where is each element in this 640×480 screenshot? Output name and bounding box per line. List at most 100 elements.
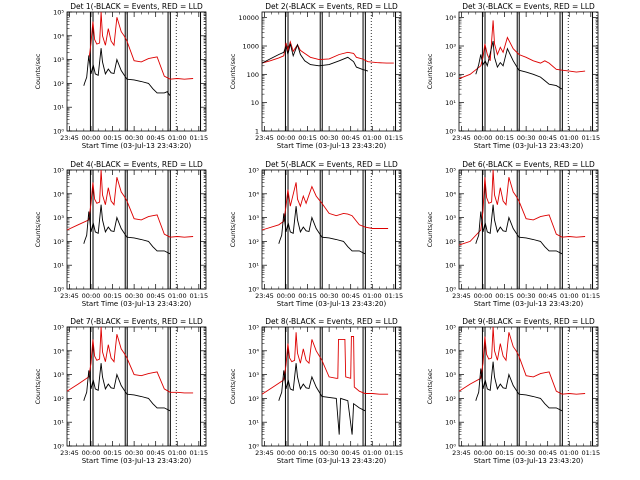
x-tick-label: 00:00 xyxy=(474,292,493,300)
x-tick-label: 23:45 xyxy=(60,134,79,142)
y-axis-label: Counts/sec xyxy=(34,211,42,247)
panel-title: Det 1(-BLACK = Events, RED = LLD xyxy=(70,2,203,11)
y-tick-label: 10⁵ xyxy=(248,324,259,332)
x-tick-label: 01:00 xyxy=(363,134,382,142)
plot-frame xyxy=(458,326,599,447)
y-tick-label: 10³ xyxy=(53,371,64,379)
plot-frame xyxy=(261,169,402,290)
y-tick-label: 10¹ xyxy=(248,262,259,270)
x-axis-title: Start Time (03-Jul-13 23:43:20) xyxy=(82,142,192,150)
x-tick-label: 01:15 xyxy=(189,449,208,457)
x-tick-label: 00:30 xyxy=(320,449,339,457)
y-tick-label: 10⁰ xyxy=(53,128,64,136)
panel-det-9: Det 9(-BLACK = Events, RED = LLD Counts/s… xyxy=(426,317,600,465)
events-series-line xyxy=(278,363,366,435)
x-tick-label: 23:45 xyxy=(60,449,79,457)
x-tick-label: 01:00 xyxy=(363,449,382,457)
plot-frame xyxy=(458,169,599,290)
y-tick-label: 10² xyxy=(248,395,259,403)
panel-det-4: Det 4(-BLACK = Events, RED = LLD Counts/s… xyxy=(34,160,208,308)
panel-title: Det 2(-BLACK = Events, RED = LLD xyxy=(265,2,398,11)
y-tick-label: 10² xyxy=(445,71,456,79)
y-tick-label: 10² xyxy=(248,238,259,246)
y-tick-label: 10⁰ xyxy=(53,443,64,451)
plot-frame xyxy=(66,326,207,447)
lld-series-line xyxy=(88,11,194,80)
y-tick-label: 10⁴ xyxy=(248,190,259,198)
y-tick-label: 10¹ xyxy=(445,262,456,270)
events-series-line xyxy=(475,204,563,255)
y-axis-label: Counts/sec xyxy=(34,368,42,404)
y-tick-label: 10⁰ xyxy=(445,128,456,136)
y-tick-label: 10² xyxy=(53,80,64,88)
y-tick-label: 10² xyxy=(445,395,456,403)
x-tick-label: 01:00 xyxy=(363,292,382,300)
x-tick-label: 00:00 xyxy=(277,449,296,457)
x-tick-label: 00:15 xyxy=(495,449,514,457)
y-tick-label: 10⁴ xyxy=(53,32,64,40)
x-axis-title: Start Time (03-Jul-13 23:43:20) xyxy=(474,457,584,465)
y-tick-label: 10³ xyxy=(445,214,456,222)
y-tick-label: 10³ xyxy=(445,371,456,379)
lld-series-line xyxy=(458,326,586,395)
x-tick-label: 00:30 xyxy=(125,134,144,142)
x-tick-label: 00:15 xyxy=(103,292,122,300)
events-series-line xyxy=(261,43,369,72)
y-tick-label: 10³ xyxy=(53,56,64,64)
y-tick-label: 10¹ xyxy=(53,419,64,427)
x-tick-label: 00:45 xyxy=(341,134,360,142)
panel-det-6: Det 6(-BLACK = Events, RED = LLD Counts/s… xyxy=(426,160,600,308)
y-tick-label: 10⁵ xyxy=(248,167,259,175)
panel-title: Det 3(-BLACK = Events, RED = LLD xyxy=(462,2,595,11)
x-tick-label: 23:45 xyxy=(452,449,471,457)
x-tick-label: 01:15 xyxy=(384,292,403,300)
plot-frame xyxy=(261,326,402,447)
y-tick-label: 10000 xyxy=(238,14,259,22)
x-tick-label: 23:45 xyxy=(255,134,274,142)
y-tick-label: 100 xyxy=(247,71,259,79)
y-axis-label: Counts/sec xyxy=(426,368,434,404)
y-tick-label: 10⁴ xyxy=(445,347,456,355)
panel-det-2: Det 2(-BLACK = Events, RED = LLD Counts/s… xyxy=(229,2,403,150)
x-tick-label: 00:45 xyxy=(146,292,165,300)
x-tick-label: 00:45 xyxy=(146,449,165,457)
lld-series-line xyxy=(261,182,389,231)
x-tick-label: 01:15 xyxy=(581,449,600,457)
y-axis-label: Counts/sec xyxy=(229,211,237,247)
y-tick-label: 10⁰ xyxy=(445,443,456,451)
x-tick-label: 23:45 xyxy=(452,134,471,142)
y-tick-label: 10¹ xyxy=(53,104,64,112)
y-tick-label: 10⁵ xyxy=(445,167,456,175)
x-tick-label: 01:15 xyxy=(581,134,600,142)
x-tick-label: 01:15 xyxy=(384,449,403,457)
y-tick-label: 10¹ xyxy=(53,262,64,270)
x-tick-label: 00:45 xyxy=(538,292,557,300)
y-tick-label: 10⁴ xyxy=(445,14,456,22)
x-tick-label: 01:00 xyxy=(560,292,579,300)
events-series-line xyxy=(475,40,563,90)
x-tick-label: 00:00 xyxy=(82,292,101,300)
y-tick-label: 1000 xyxy=(242,43,259,51)
lld-series-line xyxy=(66,326,194,394)
x-tick-label: 00:00 xyxy=(277,134,296,142)
panel-title: Det 4(-BLACK = Events, RED = LLD xyxy=(70,160,203,169)
x-tick-label: 01:00 xyxy=(560,134,579,142)
x-tick-label: 00:15 xyxy=(298,134,317,142)
panel-title: Det 6(-BLACK = Events, RED = LLD xyxy=(462,160,595,169)
y-tick-label: 1 xyxy=(255,128,259,136)
panel-title: Det 7(-BLACK = Events, RED = LLD xyxy=(70,317,203,326)
x-tick-label: 00:45 xyxy=(341,449,360,457)
y-tick-label: 10⁵ xyxy=(53,324,64,332)
x-tick-label: 00:15 xyxy=(103,449,122,457)
events-series-line xyxy=(83,48,171,97)
panel-title: Det 5(-BLACK = Events, RED = LLD xyxy=(265,160,398,169)
panel-det-7: Det 7(-BLACK = Events, RED = LLD Counts/s… xyxy=(34,317,208,465)
x-axis-title: Start Time (03-Jul-13 23:43:20) xyxy=(277,300,387,308)
y-tick-label: 10⁰ xyxy=(53,286,64,294)
x-axis-title: Start Time (03-Jul-13 23:43:20) xyxy=(277,142,387,150)
events-series-line xyxy=(475,361,563,412)
y-axis-label: Counts/sec xyxy=(229,53,237,89)
x-tick-label: 01:15 xyxy=(189,134,208,142)
plot-frame xyxy=(66,169,207,290)
